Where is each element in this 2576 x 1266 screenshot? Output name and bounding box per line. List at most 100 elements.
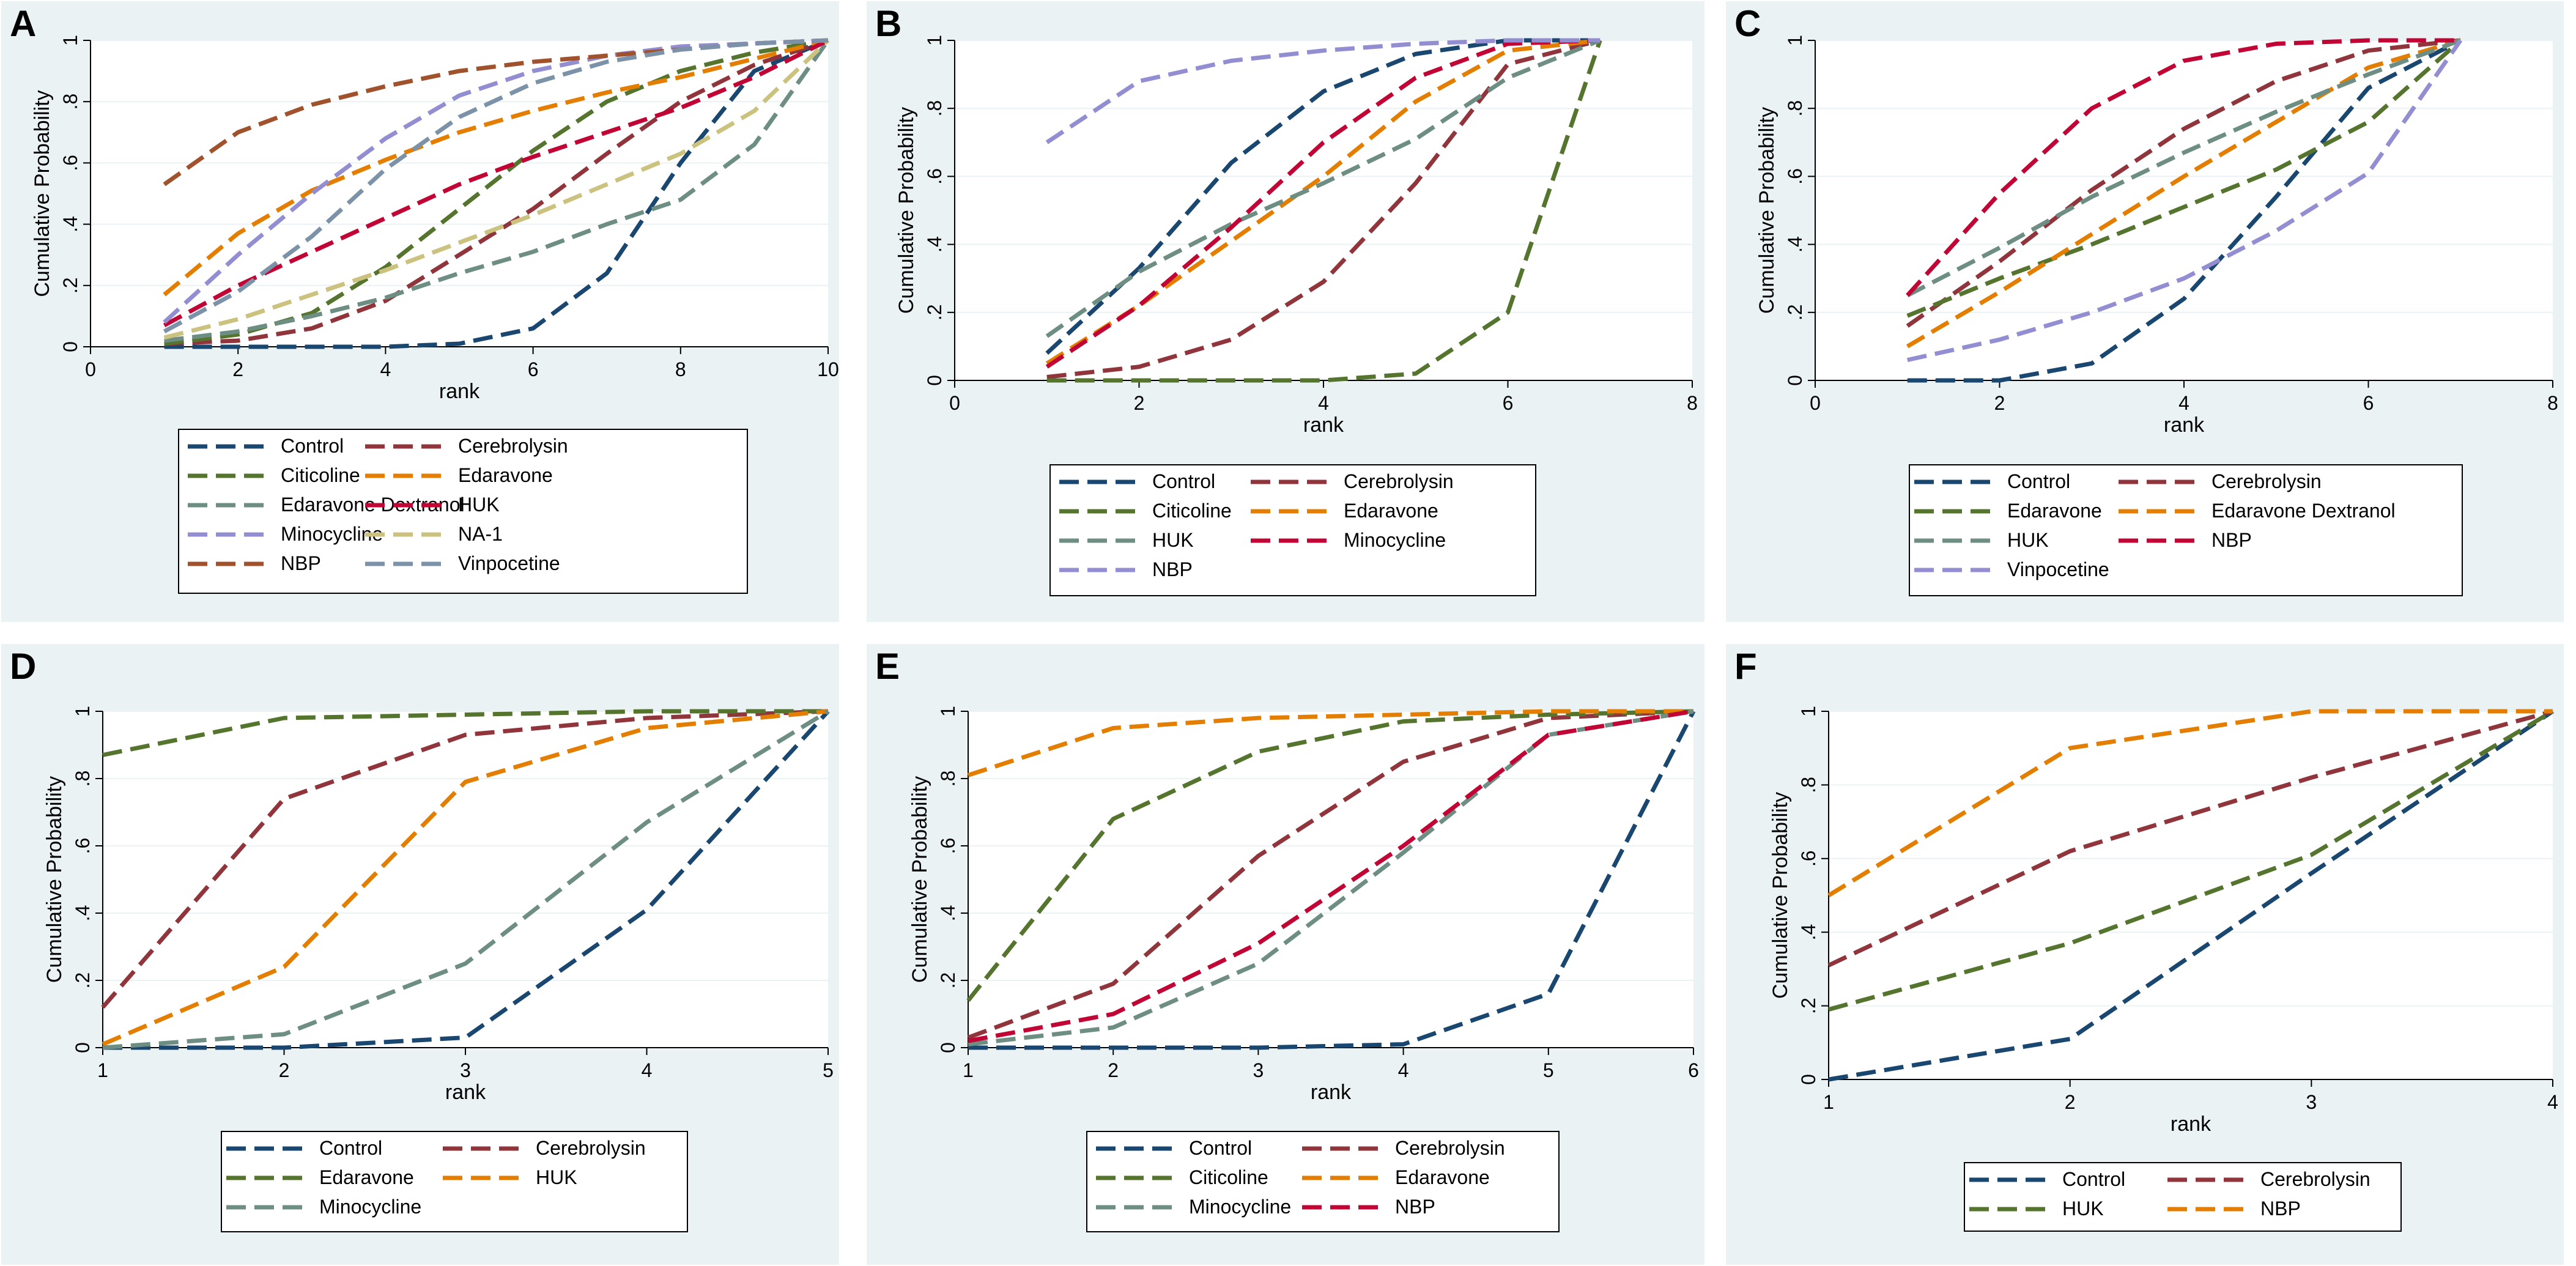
x-tick-label: 4 (1318, 392, 1329, 414)
series-line-nbp (1045, 38, 1601, 144)
y-axis-title: Cumulative Probability (31, 90, 54, 297)
chart-f: 0 .2 .4 .6 .8 1 1 2 3 4 rank Cumulative Probability… (1769, 706, 2558, 1232)
y-axis-title: Cumulative Probability (908, 776, 931, 983)
panel-b: B 0 .2 .4 .6 .8 1 0 2 4 6 8 rank Cumulative Probabil… (867, 1, 1704, 622)
panel-letter: C (1734, 3, 1761, 44)
y-tick-label: .8 (72, 771, 94, 787)
x-tick-label: 6 (2363, 392, 2374, 414)
x-tick-label: 3 (460, 1059, 471, 1081)
y-axis-title: Cumulative Probability (895, 107, 918, 314)
series-line-citicoline (164, 38, 829, 346)
y-tick-label: 1 (923, 35, 946, 46)
legend-label-edaravone: Edaravone (1395, 1166, 1490, 1188)
series-line-nbp (968, 709, 1694, 1043)
legend-label-huk: HUK (2062, 1198, 2104, 1220)
x-tick-label: 5 (1543, 1059, 1554, 1081)
legend-label-nbp: NBP (2211, 529, 2252, 551)
series-line-minocycline (102, 709, 829, 1050)
x-tick-label: 3 (2306, 1091, 2317, 1113)
y-axis-title: Cumulative Probability (43, 776, 66, 983)
x-axis-title: rank (2164, 413, 2205, 437)
legend-label-edaravone: Edaravone (2007, 500, 2102, 522)
series-line-edaravone (163, 38, 829, 297)
series-line-edaravone (967, 709, 1693, 777)
legend-label-cerebrolysin: Cerebrolysin (536, 1137, 646, 1159)
legend-label-huk: HUK (1152, 529, 1194, 551)
legend-label-huk: HUK (458, 494, 500, 516)
legend-label-citicoline: Citicoline (1189, 1166, 1268, 1188)
series-line-citicoline (1046, 39, 1602, 383)
y-tick-label: .8 (937, 771, 959, 787)
series-line-huk (163, 38, 829, 328)
y-axis-title: Cumulative Probability (1769, 792, 1792, 999)
series-line-huk (102, 709, 829, 1046)
legend-label-control: Control (281, 435, 344, 457)
legend-label-control: Control (2062, 1168, 2125, 1190)
legend-label-edaravone: Edaravone (319, 1166, 414, 1188)
x-tick-label: 2 (1134, 392, 1145, 414)
panel-e: E 0 .2 .4 .6 .8 1 1 2 3 4 5 6 rank Cumulative Probabi… (867, 644, 1704, 1265)
legend-label-huk: HUK (536, 1166, 577, 1188)
legend-label-nbp: NBP (281, 552, 321, 574)
panel-letter: F (1734, 646, 1757, 687)
x-tick-label: 4 (1398, 1059, 1409, 1081)
x-tick-label: 0 (949, 392, 960, 414)
series-line-control (103, 709, 830, 1050)
panel-letter: E (875, 646, 900, 687)
legend-box (1049, 464, 1536, 596)
legend-label-minocycline: Minocycline (1344, 529, 1446, 551)
x-tick-label: 1 (1823, 1091, 1834, 1113)
series-line-edaravone-dextranol (164, 39, 830, 343)
series-line-cerebrolysin (101, 709, 829, 1009)
y-tick-label: 1 (1797, 706, 1819, 717)
chart-c: 0 .2 .4 .6 .8 1 0 2 4 6 8 rank Cumulative Probabilit… (1755, 35, 2558, 596)
y-tick-label: .6 (937, 838, 959, 854)
y-tick-label: .8 (59, 94, 81, 110)
panel-letter: B (875, 3, 902, 44)
series-line-nbp (1906, 38, 2461, 297)
y-tick-label: 1 (1784, 35, 1806, 46)
legend-label-nbp: NBP (1395, 1196, 1435, 1218)
y-tick-label: 0 (937, 1042, 959, 1053)
y-tick-label: .6 (1797, 850, 1819, 867)
series-line-cerebrolysin (1906, 38, 2461, 328)
series-line-control (1828, 709, 2554, 1082)
y-tick-label: .4 (59, 216, 81, 232)
chart-d: 0 .2 .4 .6 .8 1 1 2 3 4 5 rank Cumulative Probabilit… (43, 706, 834, 1232)
x-tick-label: 6 (1503, 392, 1514, 414)
y-tick-label: .4 (923, 236, 946, 253)
x-axis-title: rank (1311, 1081, 1352, 1104)
y-tick-label: .8 (923, 100, 946, 117)
y-tick-label: 0 (59, 341, 81, 352)
x-tick-label: 4 (380, 358, 391, 380)
legend-label-edaravone: Edaravone (458, 464, 553, 486)
y-tick-label: .2 (59, 277, 81, 294)
legend-label-na-1: NA-1 (458, 523, 503, 545)
series-line-vinpocetine (163, 38, 829, 334)
legend-label-cerebrolysin: Cerebrolysin (1395, 1137, 1505, 1159)
x-tick-label: 3 (1253, 1059, 1264, 1081)
legend-label-control: Control (319, 1137, 382, 1159)
panel-a: A 0.2.4.6.8 1 0 2 4 6 8 10 rank Cumulative Probab… (1, 1, 839, 622)
x-axis-title: rank (2171, 1112, 2211, 1136)
x-tick-label: 8 (2547, 392, 2558, 414)
legend-label-vinpocetine: Vinpocetine (458, 552, 560, 574)
legend-label-vinpocetine: Vinpocetine (2007, 558, 2109, 580)
legend-label-edaravone: Edaravone (1344, 500, 1438, 522)
legend-label-citicoline: Citicoline (281, 464, 360, 486)
x-tick-label: 10 (817, 358, 839, 380)
series-line-cerebrolysin (967, 709, 1694, 1040)
x-tick-label: 6 (1688, 1059, 1699, 1081)
chart-b: 0 .2 .4 .6 .8 1 0 2 4 6 8 rank Cumulative Probabilit… (895, 35, 1698, 596)
legend-label-minocycline: Minocycline (1189, 1196, 1291, 1218)
y-tick-label: .8 (1784, 100, 1806, 117)
legend-label-nbp: NBP (2260, 1198, 2301, 1220)
panel-letter: D (10, 646, 37, 687)
legend-label-control: Control (1152, 470, 1215, 492)
panel-f: F 0 .2 .4 .6 .8 1 1 2 3 4 rank Cumulative Probabili… (1726, 644, 2564, 1265)
x-tick-label: 8 (1687, 392, 1698, 414)
series-line-control (164, 38, 829, 349)
series-line-na-1 (163, 39, 830, 340)
x-tick-label: 1 (963, 1059, 974, 1081)
